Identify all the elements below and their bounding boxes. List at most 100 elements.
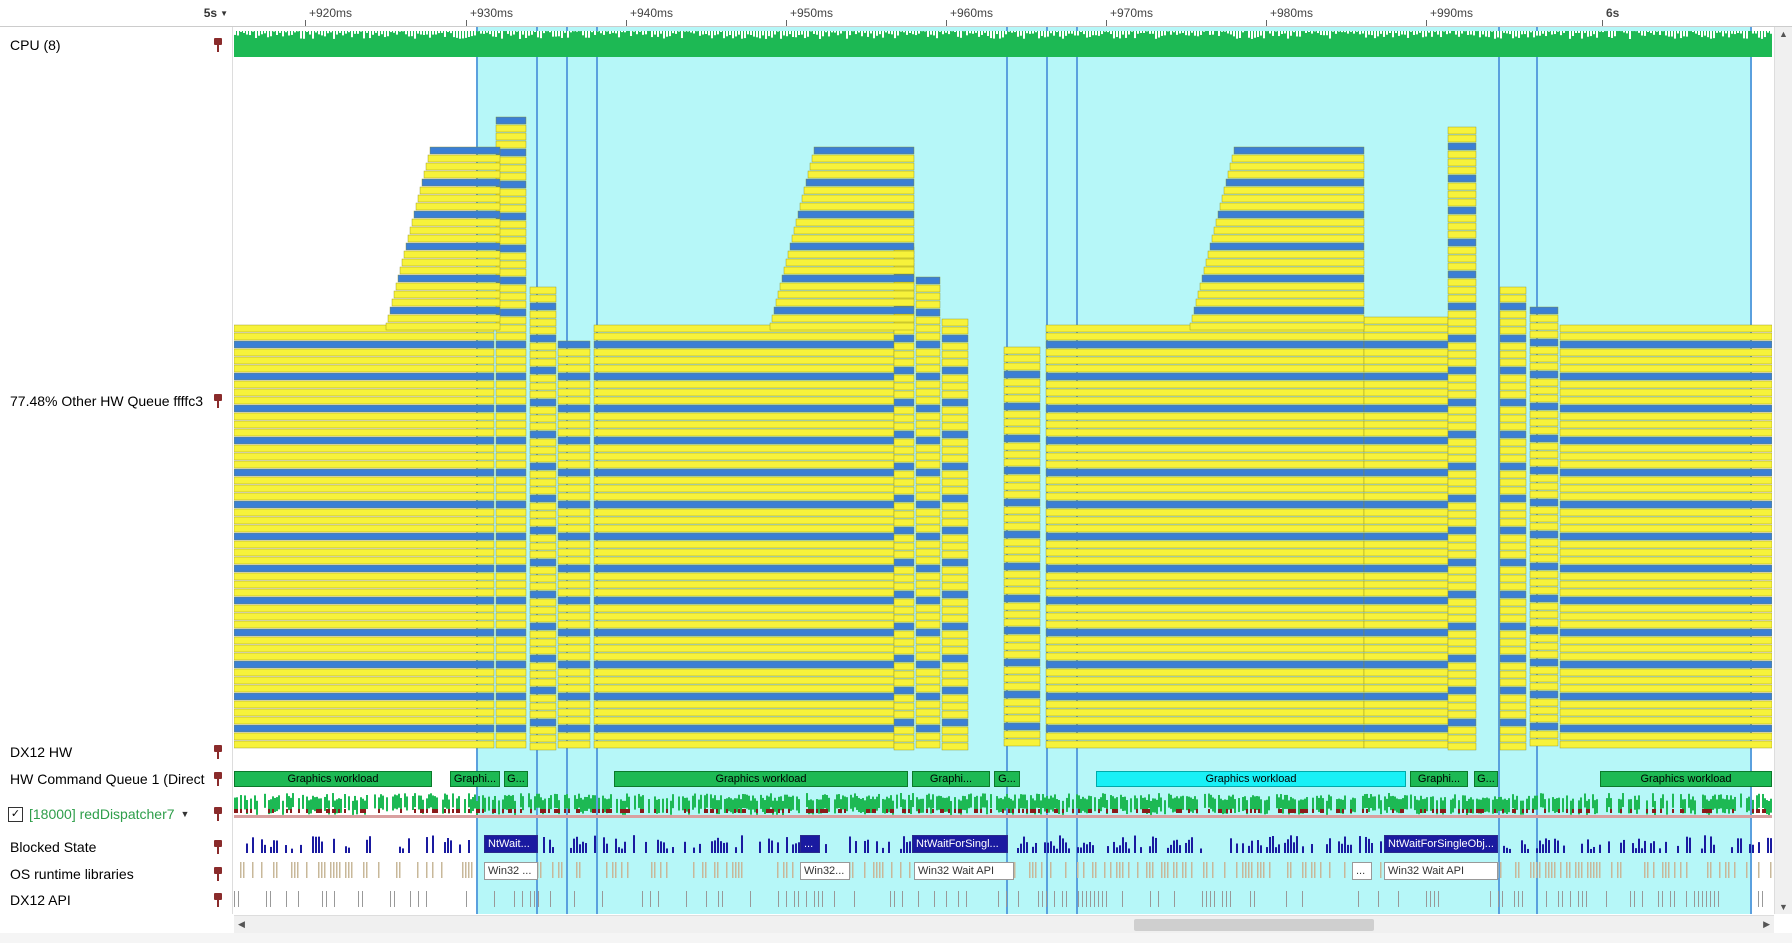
signal-bar bbox=[915, 380, 941, 389]
scroll-down-icon[interactable]: ▼ bbox=[1779, 902, 1788, 912]
timeline-plot[interactable]: Graphics workload Graphi... G... Graphic… bbox=[234, 27, 1772, 914]
blocked-event[interactable]: NtWaitForSingl... bbox=[912, 835, 1008, 853]
os-runtime-call[interactable]: Win32 Wait API bbox=[914, 862, 1014, 880]
range-marker bbox=[1498, 27, 1500, 914]
signal-bar bbox=[529, 382, 557, 391]
signal-bar bbox=[557, 508, 591, 517]
signal-bar bbox=[1363, 548, 1449, 557]
dx12-api-graph[interactable] bbox=[234, 887, 1772, 911]
render-bar bbox=[1499, 302, 1527, 311]
blocked-event[interactable]: ... bbox=[800, 835, 820, 853]
render-bar bbox=[1045, 404, 1365, 413]
signal-bar bbox=[941, 598, 969, 607]
timeline-ruler[interactable]: 5s ▼ +920ms +930ms +940ms +950ms +960ms +… bbox=[0, 0, 1792, 27]
pin-icon[interactable] bbox=[212, 38, 224, 52]
horizontal-scrollbar[interactable]: ◀ ▶ bbox=[234, 915, 1774, 934]
track-blocked[interactable]: Blocked State bbox=[10, 837, 224, 857]
track-cpu[interactable]: CPU (8) bbox=[10, 35, 224, 55]
scroll-up-icon[interactable]: ▲ bbox=[1779, 29, 1788, 39]
signal-bar bbox=[495, 556, 527, 565]
signal-bar bbox=[593, 388, 895, 397]
signal-bar bbox=[893, 606, 915, 615]
signal-bar bbox=[593, 364, 895, 373]
signal-bar bbox=[1447, 134, 1477, 143]
render-bar bbox=[941, 686, 969, 695]
graphics-workload[interactable]: Graphics workload bbox=[614, 771, 908, 787]
thread-activity-graph[interactable] bbox=[234, 791, 1772, 831]
signal-bar bbox=[1559, 700, 1772, 709]
render-bar bbox=[1447, 398, 1477, 407]
track-hw-cmd-queue[interactable]: HW Command Queue 1 (Direct bbox=[10, 769, 224, 789]
scroll-right-icon[interactable]: ▶ bbox=[1763, 919, 1770, 929]
signal-bar bbox=[1529, 666, 1559, 675]
graphics-workload-selected[interactable]: Graphics workload bbox=[1096, 771, 1406, 787]
cpu-utilization-graph[interactable] bbox=[234, 27, 1772, 61]
track-dx12-api[interactable]: DX12 API bbox=[10, 890, 224, 910]
render-bar bbox=[893, 366, 915, 375]
graphics-workload[interactable]: Graphi... bbox=[1410, 771, 1468, 787]
signal-bar bbox=[1447, 222, 1477, 231]
pin-icon[interactable] bbox=[212, 394, 224, 408]
graphics-workload[interactable]: Graphi... bbox=[450, 771, 500, 787]
signal-bar bbox=[1447, 478, 1477, 487]
signal-bar bbox=[915, 300, 941, 309]
scroll-thumb[interactable] bbox=[1134, 919, 1374, 931]
pin-icon[interactable] bbox=[212, 893, 224, 907]
render-bar bbox=[593, 436, 895, 445]
signal-bar bbox=[807, 170, 915, 179]
pin-icon[interactable] bbox=[212, 745, 224, 759]
track-thread[interactable]: ✓ [18000] redDispatcher7 ▼ bbox=[8, 803, 224, 825]
signal-bar bbox=[893, 342, 915, 351]
signal-bar bbox=[1003, 474, 1041, 483]
os-runtime-call[interactable]: Win32 Wait API bbox=[1384, 862, 1498, 880]
signal-bar bbox=[234, 644, 495, 653]
graphics-workload[interactable]: Graphics workload bbox=[1600, 771, 1772, 787]
pin-icon[interactable] bbox=[212, 807, 224, 821]
vertical-scrollbar[interactable]: ▲ ▼ bbox=[1774, 27, 1792, 914]
signal-bar bbox=[1213, 226, 1365, 235]
track-os-runtime[interactable]: OS runtime libraries bbox=[10, 864, 224, 884]
os-runtime-call[interactable]: ... bbox=[1352, 862, 1372, 880]
pin-icon[interactable] bbox=[212, 840, 224, 854]
graphics-workload[interactable]: G... bbox=[1474, 771, 1498, 787]
signal-bar bbox=[915, 740, 941, 749]
render-bar bbox=[1363, 436, 1449, 445]
signal-bar bbox=[593, 636, 895, 645]
signal-bar bbox=[557, 588, 591, 597]
signal-bar bbox=[1003, 410, 1041, 419]
signal-bar bbox=[1447, 502, 1477, 511]
signal-bar bbox=[529, 678, 557, 687]
os-runtime-call[interactable]: Win32... bbox=[800, 862, 850, 880]
render-bar bbox=[1045, 692, 1365, 701]
signal-bar bbox=[1559, 452, 1772, 461]
scroll-left-icon[interactable]: ◀ bbox=[238, 919, 245, 929]
blocked-event[interactable]: NtWaitForSingleObj... bbox=[1384, 835, 1498, 853]
blocked-event[interactable]: NtWait... bbox=[484, 835, 538, 853]
pin-icon[interactable] bbox=[212, 772, 224, 786]
signal-bar bbox=[1447, 638, 1477, 647]
hw-queue-graph[interactable] bbox=[234, 87, 1772, 767]
signal-bar bbox=[557, 708, 591, 717]
chevron-down-icon[interactable]: ▼ bbox=[220, 8, 228, 18]
render-bar bbox=[1559, 372, 1772, 381]
signal-bar bbox=[1447, 254, 1477, 263]
time-scale-selector[interactable]: 5s ▼ bbox=[0, 0, 232, 26]
graphics-workload[interactable]: G... bbox=[504, 771, 528, 787]
thread-checkbox[interactable]: ✓ bbox=[8, 806, 23, 822]
track-dx12-hw[interactable]: DX12 HW bbox=[10, 742, 224, 762]
render-bar bbox=[1363, 596, 1449, 605]
signal-bar bbox=[1499, 518, 1527, 527]
track-hw-queue[interactable]: 77.48% Other HW Queue ffffc3 bbox=[10, 391, 224, 411]
graphics-workload[interactable]: G... bbox=[994, 771, 1020, 787]
signal-bar bbox=[1363, 668, 1449, 677]
graphics-workload[interactable]: Graphi... bbox=[912, 771, 990, 787]
signal-bar bbox=[941, 542, 969, 551]
tick-6s: 6s bbox=[1601, 6, 1620, 26]
pin-icon[interactable] bbox=[212, 867, 224, 881]
os-runtime-call[interactable]: Win32 ... bbox=[484, 862, 538, 880]
signal-bar bbox=[1363, 364, 1449, 373]
chevron-down-icon[interactable]: ▼ bbox=[180, 809, 190, 819]
signal-bar bbox=[1559, 516, 1772, 525]
graphics-workload[interactable]: Graphics workload bbox=[234, 771, 432, 787]
render-bar bbox=[529, 558, 557, 567]
